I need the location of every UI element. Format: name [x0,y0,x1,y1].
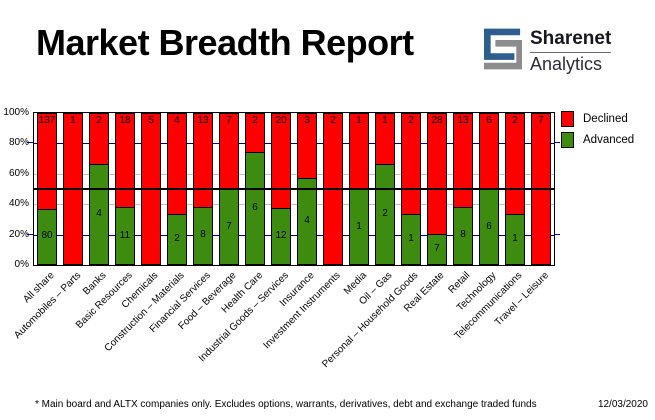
advanced-count: 4 [304,215,310,227]
declined-count: 137 [38,115,56,126]
declined-count: 6 [486,115,492,126]
y-label-80: 80% [8,137,29,149]
page-title: Market Breadth Report [36,22,414,63]
advanced-count: 8 [460,229,466,241]
x-label-insurance: Insurance [277,270,317,309]
gridline-60 [34,173,554,175]
x-label-health-care: Health Care [219,270,265,316]
y-label-60: 60% [8,167,29,179]
midline-50 [33,188,555,190]
x-label-industrial-goods-services: Industrial Goods – Services [196,270,291,365]
advanced-segment [454,206,472,264]
advanced-count: 6 [252,201,258,213]
declined-count: 13 [197,115,209,126]
gridline-20 [34,234,554,236]
declined-count: 18 [119,115,131,126]
declined-count: 13 [457,115,469,126]
footnote: * Main board and ALTX companies only. Ex… [35,399,537,410]
chart-legend: Declined Advanced [561,111,634,153]
legend-swatch-declined [561,111,574,127]
legend-label: Advanced [583,134,635,146]
x-label-chemicals: Chemicals [119,270,161,311]
x-label-technology: Technology [455,270,499,314]
x-label-automobiles-parts: Automobiles – Parts [11,270,83,342]
advanced-segment [116,207,134,264]
x-label-investment-instruments: Investment Instruments [261,270,343,352]
sharenet-logo: Sharenet Analytics [484,28,612,74]
gridline-40 [34,204,554,206]
declined-count: 5 [148,115,154,126]
advanced-count: 1 [512,233,518,244]
y-label-40: 40% [8,198,29,210]
report-date: 12/03/2020 [597,399,648,410]
advanced-segment [428,234,446,264]
x-label-financial-services: Financial Services [147,270,213,336]
x-label-real-estate: Real Estate [402,270,447,315]
x-label-construction-materials: Construction – Materials [102,270,187,355]
advanced-count: 2 [174,233,180,244]
y-label-100: 100% [3,107,29,118]
logo-subtitle: Analytics [530,53,603,74]
declined-count: 1 [382,115,388,126]
advanced-segment [246,151,264,264]
x-label-travel-leisure: Travel – Leisure [492,270,551,329]
legend-item-advanced: Advanced [561,132,634,148]
declined-count: 1 [356,115,362,126]
logo-name: Sharenet [530,29,612,53]
declined-count: 2 [512,115,518,126]
legend-swatch-advanced [561,132,574,148]
x-label-basic-resources: Basic Resources [73,270,135,331]
x-label-banks: Banks [81,270,109,298]
declined-count: 7 [226,115,232,126]
x-label-personal-household-goods: Personal – Household Goods [320,270,421,371]
y-label-0: 0% [14,259,29,270]
advanced-count: 7 [434,243,440,254]
advanced-count: 8 [200,229,206,241]
advanced-count: 4 [96,208,102,219]
advanced-count: 7 [226,220,232,232]
plot-area: 137 80 1 2 4 18 11 5 4 2 13 8 7 7 2 6 20 12 3 4 2 1 1 1 2 2 1 28 7 13… [33,112,555,266]
advanced-segment [298,178,316,264]
advanced-count: 6 [486,220,492,232]
advanced-count: 11 [119,229,131,241]
declined-count: 3 [304,115,310,126]
advanced-segment [402,214,420,264]
advanced-count: 12 [275,229,287,241]
advanced-segment [272,207,290,264]
declined-count: 2 [408,115,414,126]
declined-count: 7 [538,115,544,126]
x-label-food-beverage: Food – Beverage [176,270,239,333]
y-label-20: 20% [8,228,29,240]
gridline-80 [34,143,554,145]
advanced-count: 1 [408,233,414,244]
declined-count: 4 [174,115,180,126]
sharenet-logo-icon [484,28,522,70]
x-label-telecommunications: Telecommunications [452,270,525,342]
x-label-oil-gas: Oil – Gas [357,270,395,308]
x-label-media: Media [341,270,369,298]
advanced-count: 2 [382,208,388,219]
advanced-count: 1 [356,220,362,232]
advanced-segment [506,214,524,264]
advanced-segment [194,206,212,264]
declined-count: 2 [330,115,336,126]
declined-count: 28 [431,115,443,126]
advanced-count: 80 [41,230,53,242]
declined-count: 1 [70,115,76,126]
declined-count: 2 [96,115,102,126]
advanced-segment [38,208,56,264]
advanced-segment [168,214,186,264]
legend-item-declined: Declined [561,111,634,127]
x-label-retail: Retail [446,270,473,296]
declined-count: 2 [252,115,258,126]
x-label-all-share: All share [21,270,57,306]
declined-count: 20 [275,115,287,126]
legend-label: Declined [583,113,628,125]
